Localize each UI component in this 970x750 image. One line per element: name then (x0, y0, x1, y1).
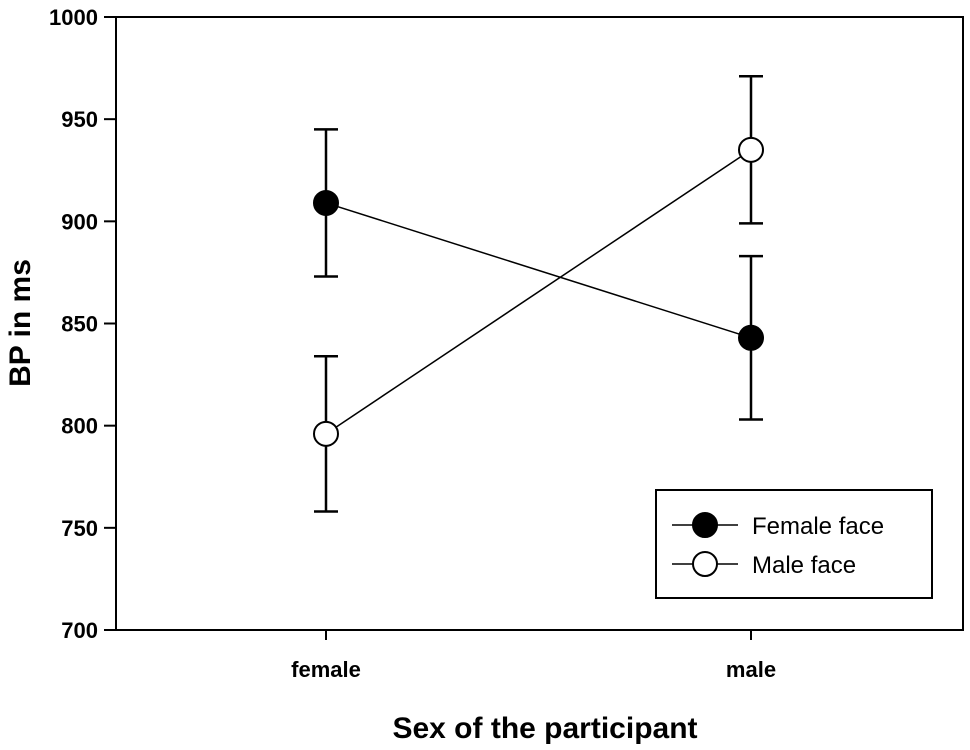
male-face-point (313, 420, 339, 447)
y-tick-label: 700 (61, 618, 98, 643)
series-line (325, 202, 752, 339)
female-face-point (738, 324, 764, 351)
legend-label: Female face (752, 513, 884, 540)
series-lines (325, 149, 752, 435)
legend-items: Female face Male face (672, 512, 884, 579)
data-points (313, 136, 764, 447)
legend-marker (692, 551, 718, 577)
x-axis-tick-labels: female male (291, 657, 776, 682)
y-tick-label: 800 (61, 414, 98, 439)
x-tick-label: female (291, 657, 361, 682)
series-line (325, 149, 752, 435)
y-axis-title: BP in ms (4, 259, 37, 387)
y-tick-label: 750 (61, 516, 98, 541)
x-axis-title: Sex of the participant (392, 712, 697, 745)
error-bars (314, 75, 763, 513)
female-face-point (313, 189, 339, 216)
legend-box (655, 489, 933, 599)
y-tick-label: 900 (61, 209, 98, 234)
legend: Female face Male face (655, 489, 933, 599)
x-tick-label: male (726, 657, 776, 682)
y-axis-ticks (104, 16, 116, 631)
y-tick-label: 850 (61, 312, 98, 337)
male-face-point (738, 136, 764, 163)
legend-marker (692, 512, 718, 538)
y-axis-tick-labels: 700 750 800 850 900 950 1000 (49, 5, 98, 643)
y-tick-label: 1000 (49, 5, 98, 30)
legend-label: Male face (752, 552, 856, 579)
y-tick-label: 950 (61, 107, 98, 132)
x-axis-ticks (325, 630, 752, 640)
